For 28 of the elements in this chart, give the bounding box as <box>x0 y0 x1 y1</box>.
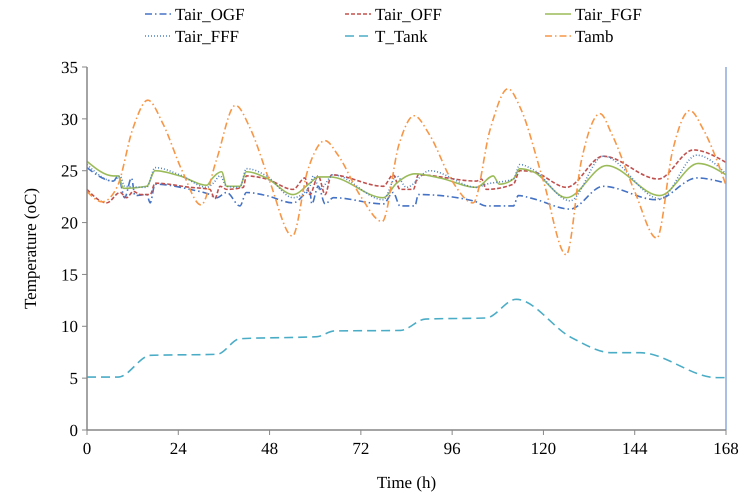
x-tick-label: 48 <box>261 439 278 458</box>
x-tick-label: 96 <box>444 439 461 458</box>
line-series <box>86 88 727 256</box>
x-tick-label: 120 <box>530 439 556 458</box>
legend-label: Tamb <box>575 26 614 46</box>
y-tick-label: 30 <box>61 110 78 129</box>
x-tick-label: 72 <box>352 439 370 458</box>
line-series <box>86 166 727 210</box>
y-tick-label: 25 <box>61 162 78 181</box>
legend-label: Tair_FFF <box>175 26 239 46</box>
line-series <box>86 298 727 378</box>
line-series <box>86 160 727 198</box>
x-tick-label: 144 <box>622 439 648 458</box>
y-tick-label: 5 <box>70 369 78 388</box>
y-tick-label: 10 <box>61 317 78 336</box>
legend-label: T_Tank <box>375 26 428 46</box>
y-tick-label: 35 <box>61 58 78 77</box>
x-axis-title: Time (h) <box>376 473 436 492</box>
legend-label: Tair_FGF <box>575 4 642 24</box>
y-tick-label: 20 <box>61 214 78 233</box>
x-tick-label: 24 <box>170 439 188 458</box>
legend-label: Tair_OFF <box>375 4 442 24</box>
x-tick-label: 0 <box>82 439 92 458</box>
y-axis-title: Temperature (oC) <box>21 188 40 310</box>
x-tick-label: 168 <box>713 439 739 458</box>
y-tick-label: 15 <box>61 265 78 284</box>
y-tick-label: 0 <box>70 420 78 440</box>
legend-label: Tair_OGF <box>175 4 245 24</box>
